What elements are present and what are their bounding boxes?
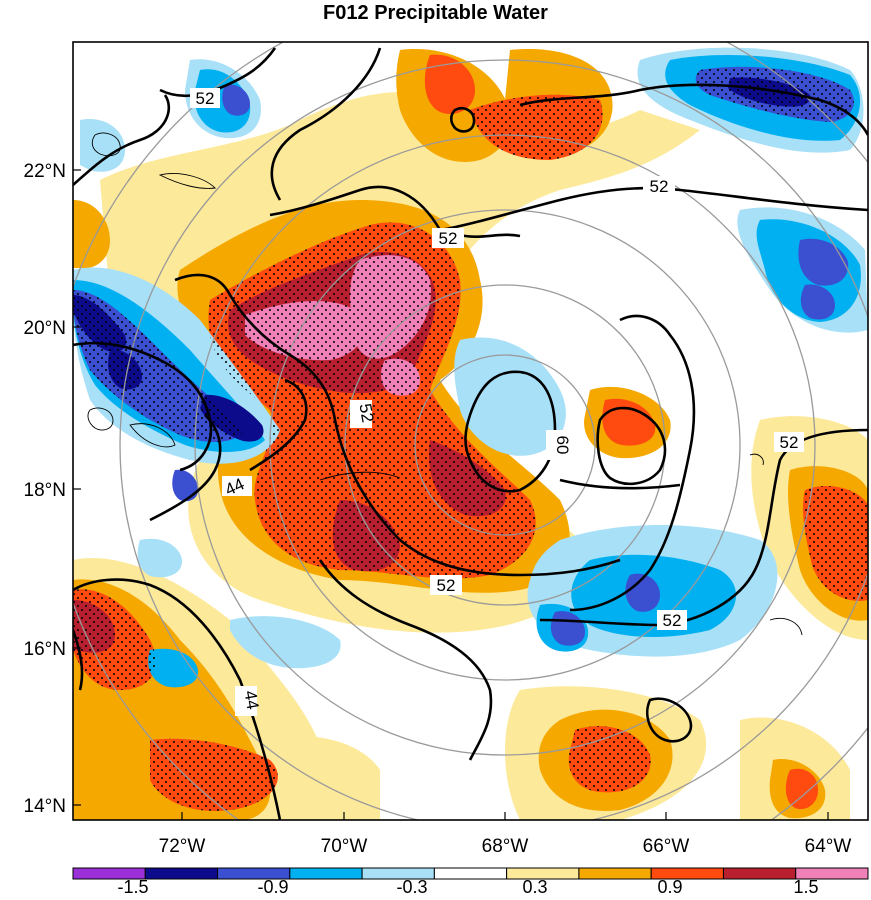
contour-label: 52: [439, 229, 458, 248]
longitude-label: 70°W: [321, 836, 368, 857]
thin-outlines: [87, 132, 803, 636]
longitude-label: 68°W: [482, 836, 529, 857]
latitude-label: 14°N: [24, 796, 66, 817]
colorbar-tick-label: -1.5: [117, 877, 148, 897]
contour-label: 52: [355, 402, 377, 424]
colorbar-swatch: [795, 867, 869, 880]
contour-label: 52: [780, 433, 799, 452]
latitude-label: 22°N: [24, 161, 66, 182]
contour-label: 52: [663, 611, 682, 630]
longitude-label: 72°W: [159, 836, 206, 857]
longitude-label: 64°W: [805, 836, 852, 857]
longitude-ticks: [181, 812, 829, 820]
latitude-label: 16°N: [24, 639, 66, 660]
colorbar-labels: -1.5 -0.9 -0.3 0.3 0.9 1.5: [117, 877, 818, 897]
colorbar-tick-label: 1.5: [793, 877, 818, 897]
latitude-ticks: [73, 169, 81, 806]
significance-stippling: [73, 66, 868, 811]
latitude-labels: 22°N 20°N 18°N 16°N 14°N: [24, 161, 66, 817]
longitude-labels: 72°W 70°W 68°W 66°W 64°W: [159, 836, 852, 857]
contour-labels: 52 52 52 52 52 52 52 60 44 44: [190, 88, 804, 716]
longitude-label: 66°W: [643, 836, 690, 857]
map-plot-area: 52 52 52 52 52 52 52 60 44 44: [73, 42, 868, 820]
contour-label: 52: [437, 576, 456, 595]
range-rings: [73, 42, 868, 820]
map-title: F012 Precipitable Water: [323, 2, 548, 24]
latitude-label: 20°N: [24, 318, 66, 339]
contour-label: 52: [650, 177, 669, 196]
colorbar-swatch: [578, 867, 652, 880]
latitude-label: 18°N: [24, 480, 66, 501]
contour-label: 52: [196, 89, 215, 108]
colorbar-tick-label: -0.9: [257, 877, 288, 897]
colorbar-swatch: [433, 867, 508, 880]
colorbar: [72, 867, 869, 880]
contour-label: 60: [553, 436, 572, 455]
contour-label: 44: [240, 689, 262, 711]
colorbar-tick-label: 0.9: [657, 877, 682, 897]
colorbar-swatch: [144, 867, 219, 880]
colorbar-swatch: [289, 867, 363, 880]
colorbar-tick-label: 0.3: [522, 877, 547, 897]
colorbar-tick-label: -0.3: [396, 877, 427, 897]
map-frame: [72, 41, 869, 821]
colorbar-swatch: [722, 867, 797, 880]
